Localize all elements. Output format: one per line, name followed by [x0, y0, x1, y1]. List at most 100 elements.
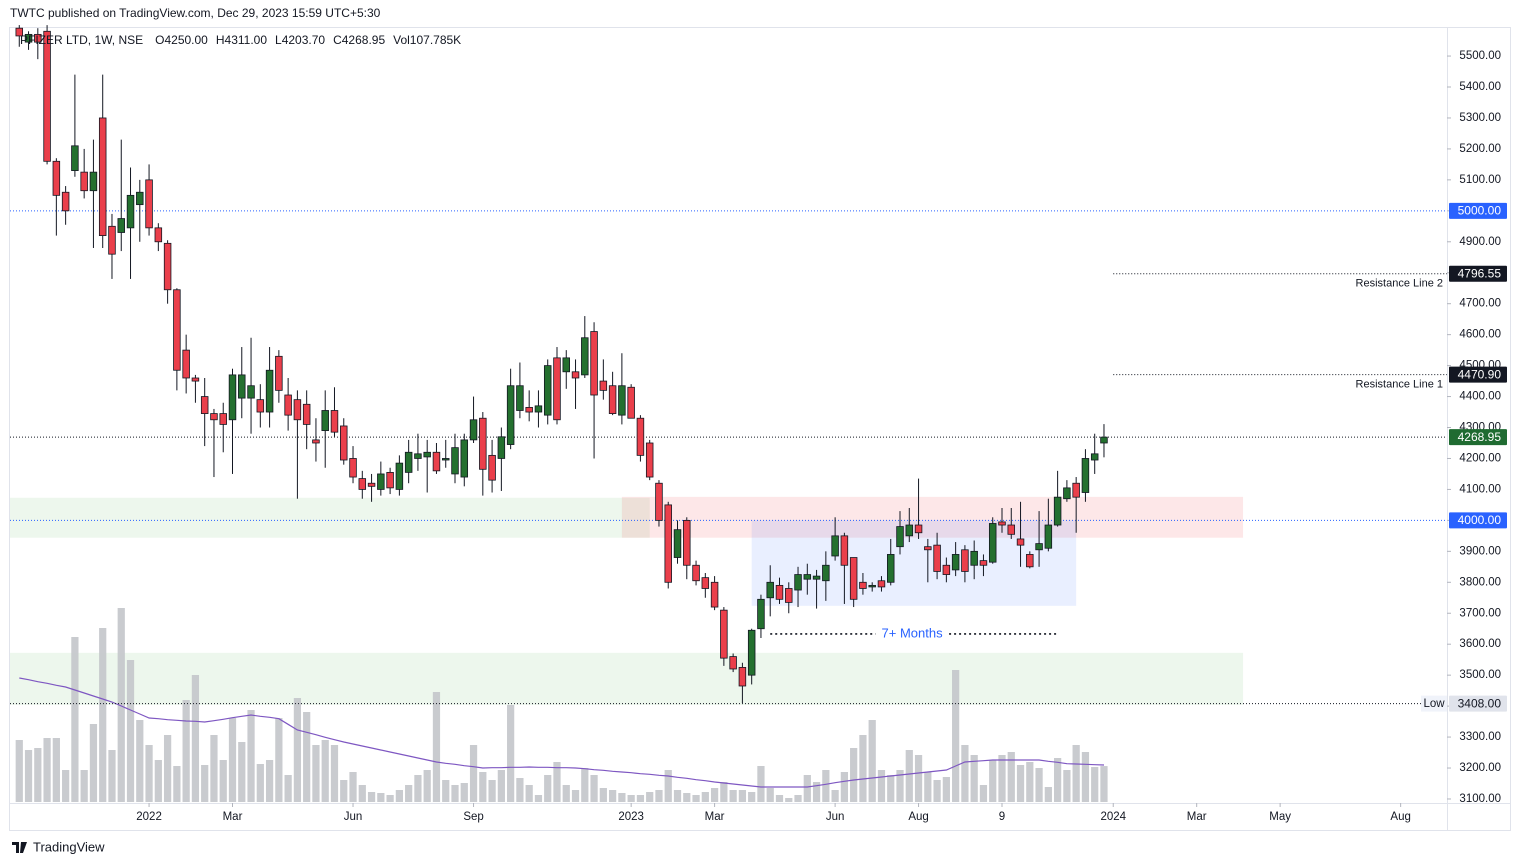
- candle-body: [534, 405, 543, 413]
- publish-header: TWTC published on TradingView.com, Dec 2…: [10, 6, 381, 20]
- volume-bar: [395, 790, 403, 802]
- y-tick-label: 5300.00: [1459, 112, 1501, 124]
- volume-bar: [544, 775, 552, 802]
- volume-bar: [154, 760, 162, 802]
- volume-bar: [516, 778, 524, 802]
- candle-body: [145, 179, 153, 229]
- candle-body: [238, 374, 246, 399]
- logo-dot: [20, 842, 25, 846]
- volume-bar: [340, 780, 348, 802]
- candle-body: [747, 629, 756, 676]
- candle-body: [414, 453, 422, 459]
- volume-bar: [1016, 765, 1025, 802]
- volume-bar: [655, 790, 663, 802]
- volume-bar: [414, 775, 422, 802]
- x-tick-label: Jun: [826, 811, 845, 823]
- volume-bar: [748, 792, 756, 802]
- price-line-name: Resistance Line 1: [1356, 379, 1443, 391]
- volume-bar: [256, 764, 264, 802]
- volume-bar: [775, 795, 784, 802]
- volume-bar: [877, 770, 886, 802]
- x-tick-label: Mar: [223, 811, 243, 823]
- volume-bar: [840, 772, 849, 802]
- candle-body: [525, 406, 533, 413]
- candle-body: [367, 482, 376, 487]
- volume-bar: [303, 712, 311, 802]
- candle-body: [136, 191, 144, 206]
- candle-body: [599, 380, 608, 391]
- volume-bar: [581, 768, 589, 802]
- volume-bar: [1044, 787, 1052, 802]
- y-tick-label: 3700.00: [1459, 607, 1501, 619]
- price-tag: [1449, 265, 1507, 282]
- y-tick-label: 3200.00: [1459, 762, 1501, 774]
- x-tick-label: Aug: [908, 811, 928, 823]
- y-tick-label: 4200.00: [1459, 452, 1501, 464]
- volume-bar: [924, 772, 932, 802]
- volume-bar: [460, 783, 468, 802]
- candle-body: [562, 357, 570, 373]
- candle-body: [924, 546, 932, 551]
- candle-body: [210, 413, 218, 421]
- candle-body: [794, 574, 802, 591]
- volume-bar: [553, 762, 561, 802]
- volume-bar: [989, 760, 997, 802]
- candle-body: [386, 471, 394, 489]
- volume-bar: [673, 790, 682, 802]
- zone: [751, 520, 1077, 606]
- volume-bar: [201, 765, 209, 802]
- candle-body: [469, 419, 478, 441]
- y-tick-label: 5200.00: [1459, 143, 1501, 155]
- y-tick-label: 4700.00: [1459, 298, 1501, 310]
- candle-body: [988, 523, 997, 563]
- candle-body: [24, 33, 33, 43]
- candle-body: [1053, 496, 1062, 526]
- candle-body: [15, 27, 24, 37]
- volume-bar: [349, 772, 357, 802]
- candle-body: [349, 458, 357, 478]
- tradingview-logo: TradingView: [12, 839, 105, 854]
- volume-bar: [562, 785, 570, 802]
- candle-body: [377, 473, 385, 490]
- candle-body: [395, 462, 404, 490]
- candle-body: [516, 385, 524, 411]
- volume-bar: [1091, 767, 1099, 802]
- price-tag-label: 5000.00: [1458, 203, 1502, 217]
- volume-bar: [15, 740, 23, 802]
- volume-bar: [896, 770, 904, 802]
- legend-volume: Vol107.785K: [393, 33, 461, 47]
- volume-bar: [423, 770, 431, 802]
- volume-bar: [219, 760, 227, 802]
- volume-bar: [822, 770, 830, 802]
- candle-body: [571, 371, 580, 379]
- volume-bar: [887, 775, 895, 802]
- volume-bar: [738, 790, 747, 802]
- candle-body: [896, 526, 904, 548]
- candle-body: [219, 413, 227, 425]
- volume-bar: [163, 735, 172, 802]
- candle-body: [330, 410, 339, 433]
- candle-body: [441, 458, 450, 461]
- candle-body: [80, 171, 88, 192]
- candle-body: [553, 357, 561, 421]
- y-tick-label: 3600.00: [1459, 638, 1501, 650]
- volume-bar: [729, 790, 737, 802]
- volume-bar: [571, 790, 580, 802]
- price-line-name-box: [1421, 695, 1447, 712]
- candle-body: [126, 194, 135, 229]
- x-tick-label: Jun: [344, 811, 363, 823]
- candle-body: [710, 581, 719, 608]
- volume-bar: [479, 772, 487, 802]
- candle-body: [488, 454, 496, 481]
- volume-bar: [1100, 766, 1108, 802]
- volume-bar: [330, 745, 339, 802]
- candle-body: [887, 554, 895, 583]
- volume-bar: [52, 738, 60, 802]
- candle-body: [293, 399, 302, 421]
- candle-body: [979, 560, 988, 566]
- candle-body: [720, 609, 728, 659]
- volume-bar: [136, 720, 144, 802]
- candle-body: [108, 225, 116, 255]
- x-tick-label: 9: [999, 811, 1005, 823]
